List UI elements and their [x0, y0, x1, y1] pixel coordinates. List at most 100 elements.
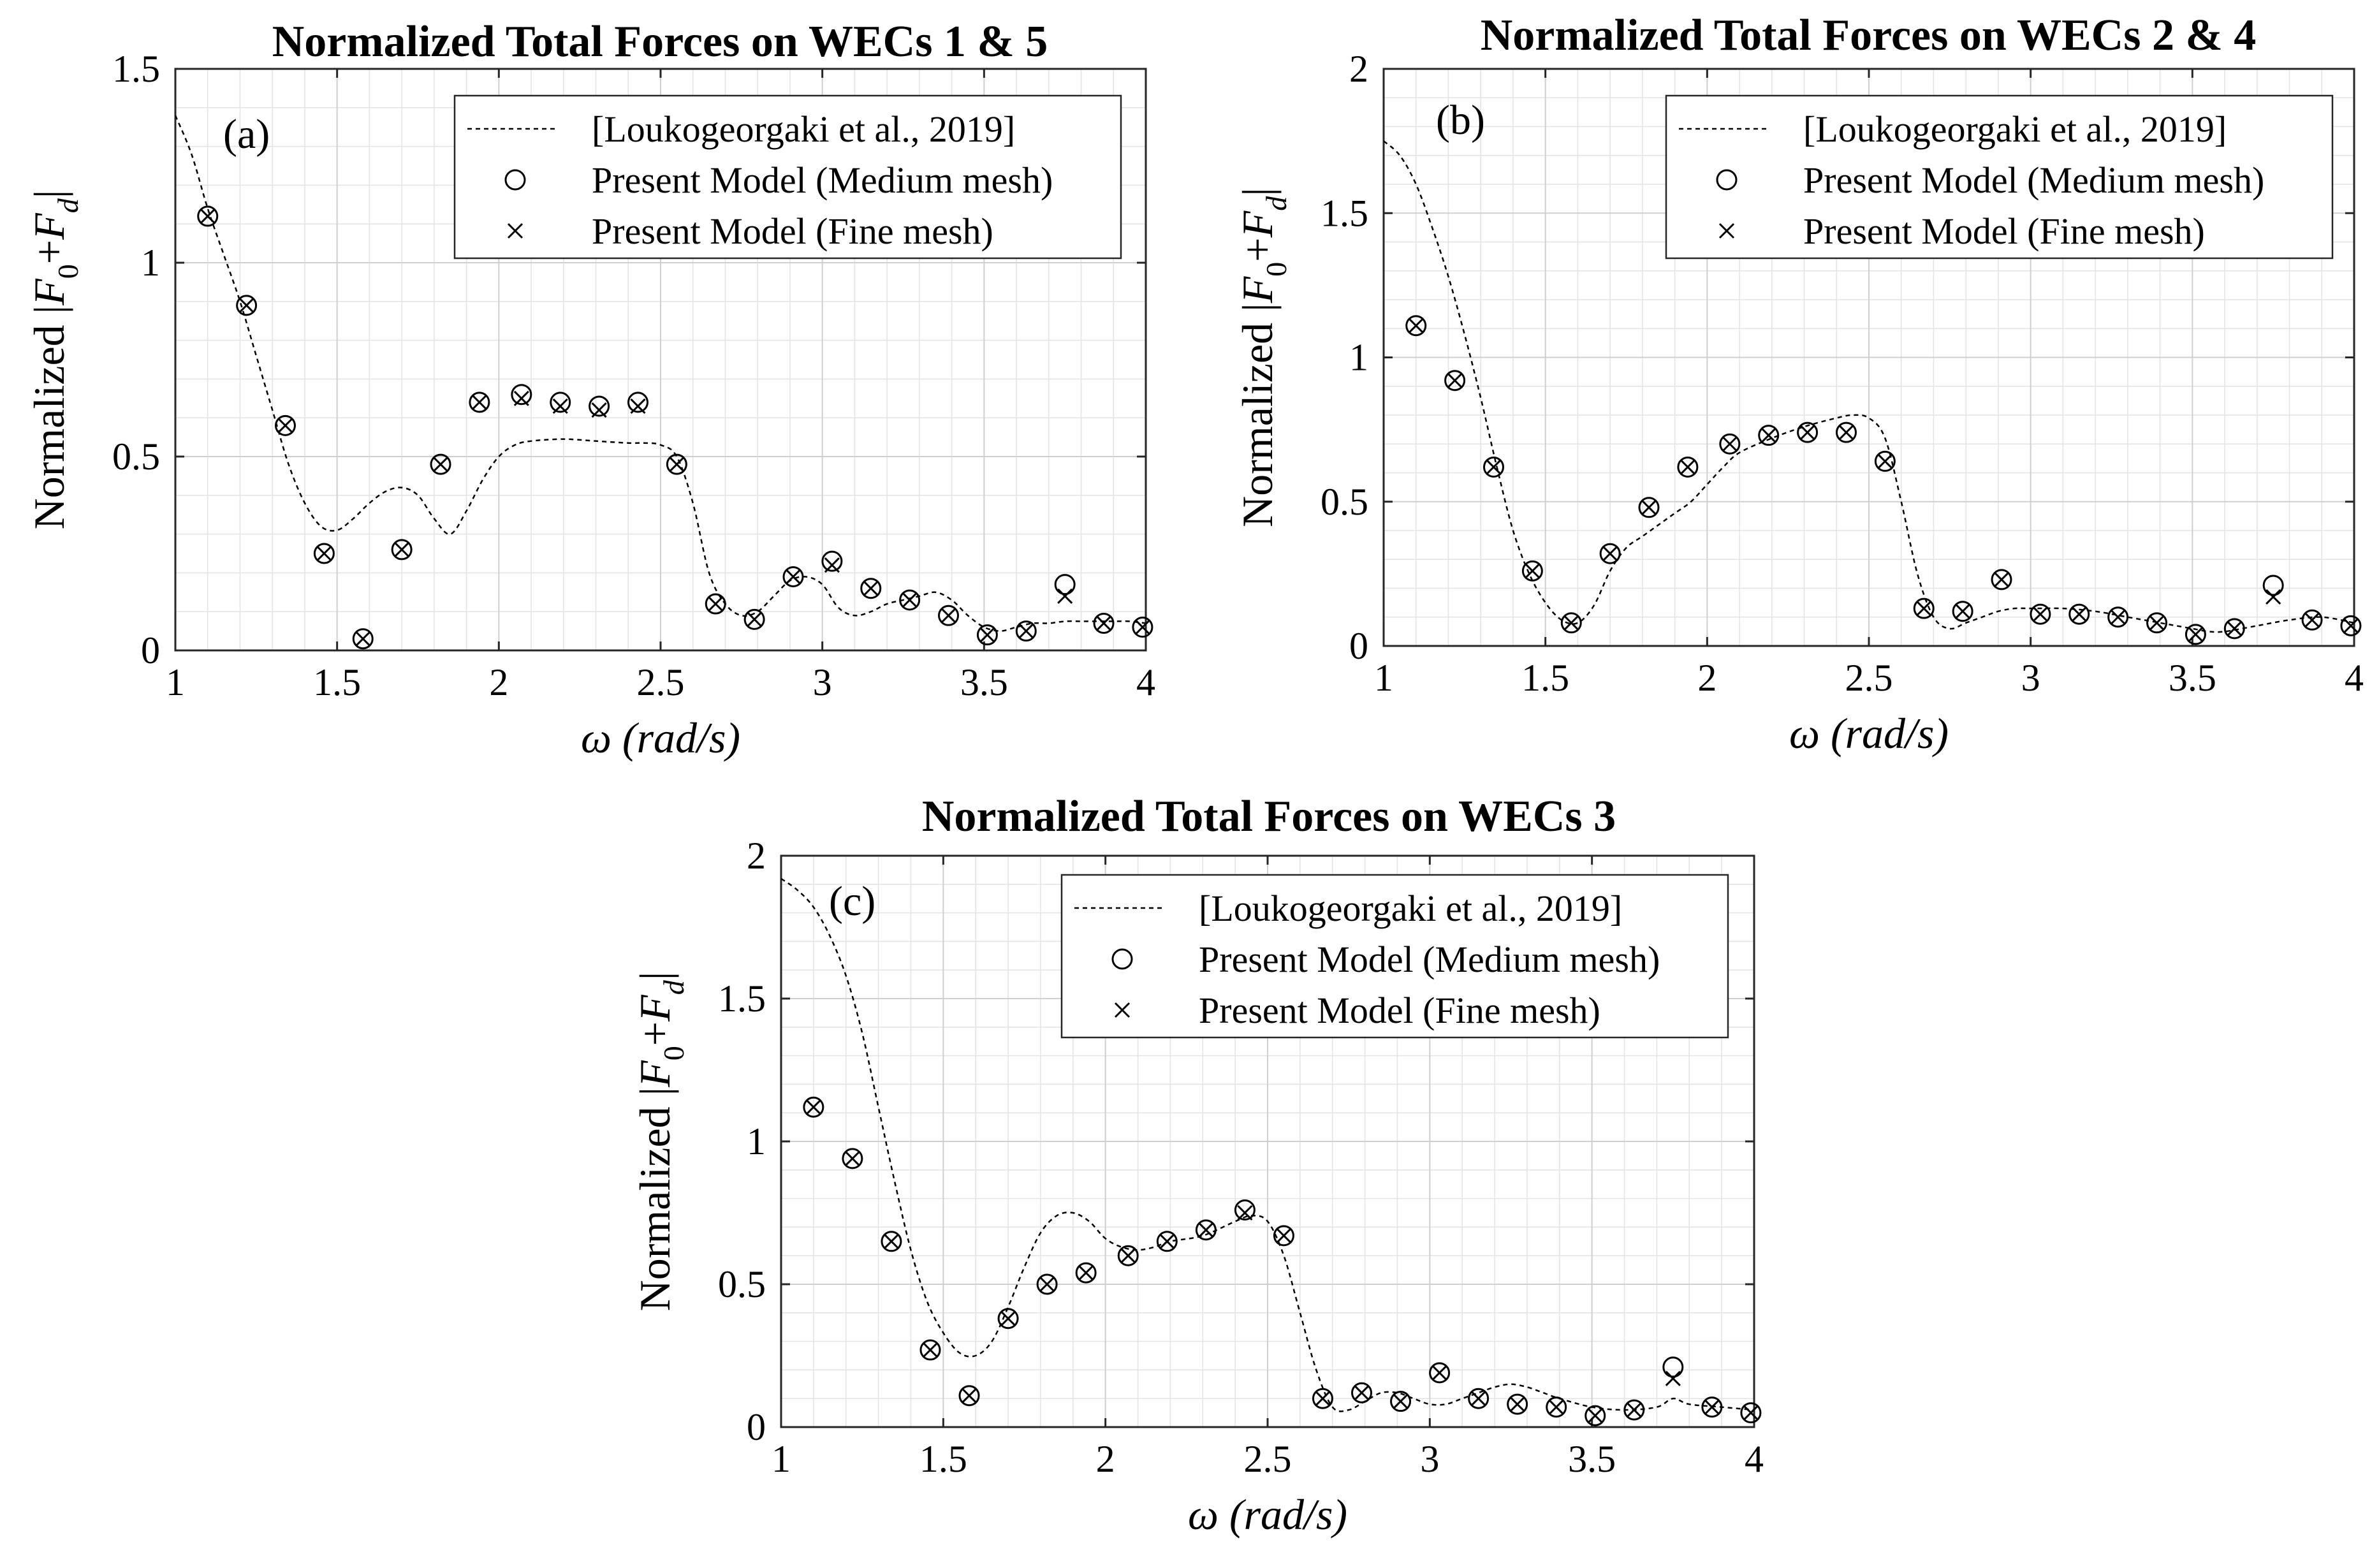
x-tick-label: 1 [772, 1438, 791, 1480]
point-medium-mesh-c [1468, 1388, 1490, 1409]
point-medium-mesh-c [1117, 1245, 1139, 1266]
panel-c-chart: 1 1.5 2 2.5 3 3.5 4 0 0.5 1 1.5 2 Normalized Total F… [631, 792, 1764, 1539]
point-medium-mesh-a [976, 624, 998, 646]
legend-b: [Loukogeorgaki et al., 2019] Present Mode… [1665, 94, 2334, 260]
point-medium-mesh-c [1585, 1405, 1606, 1426]
point-fine-mesh-c [1548, 1399, 1564, 1415]
y-axis-label-plus: + [631, 1022, 679, 1046]
y-axis-label-f: F [1233, 275, 1282, 304]
x-tick-label: 4 [2345, 657, 2364, 699]
legend-a: [Loukogeorgaki et al., 2019] Present Mode… [453, 94, 1122, 260]
point-medium-mesh-b [1405, 315, 1427, 337]
y-tick-label: 1 [747, 1120, 766, 1162]
point-fine-mesh-c [961, 1388, 977, 1403]
y-tick-label: 1.5 [1321, 192, 1368, 234]
y-tick-label: 0 [747, 1406, 766, 1448]
point-fine-mesh-a [200, 208, 216, 224]
point-fine-mesh-a [1134, 619, 1150, 635]
x-tick-label: 1 [166, 661, 185, 703]
point-fine-mesh-c [1509, 1396, 1525, 1412]
point-medium-mesh-a [705, 593, 726, 615]
point-fine-mesh-a [471, 394, 487, 410]
point-fine-mesh-c [1120, 1248, 1136, 1264]
point-fine-mesh-c [1237, 1205, 1253, 1221]
y-tick-label: 1 [141, 242, 160, 284]
point-medium-mesh-c [1740, 1402, 1762, 1424]
point-medium-mesh-c [1312, 1388, 1333, 1409]
x-tick-label: 1.5 [919, 1438, 967, 1480]
point-fine-mesh-a [394, 541, 410, 557]
y-axis-label-subd: d [52, 198, 84, 213]
panel-b-chart: 1 1.5 2 2.5 3 3.5 4 0 0.5 1 1.5 2 Normalized Total F… [1233, 11, 2364, 758]
y-axis-label-bar: | [631, 1087, 679, 1096]
point-medium-mesh-b [2340, 615, 2362, 636]
point-medium-mesh-b [2185, 624, 2206, 645]
point-fine-mesh-c [1626, 1402, 1642, 1418]
point-medium-mesh-c [1429, 1362, 1451, 1384]
point-medium-mesh-b [1719, 433, 1741, 455]
point-fine-mesh-a [316, 545, 332, 562]
point-medium-mesh-c [1701, 1396, 1723, 1418]
chart-title-c: Normalized Total Forces on WECs 3 [922, 792, 1616, 841]
x-tick-label: 3 [2021, 657, 2040, 699]
x-tick-label: 3.5 [2169, 657, 2216, 699]
panel-a-chart: 1 1.5 2 2.5 3 3.5 4 0 0.5 1 1.5 Normalized Total Fo… [25, 17, 1155, 762]
legend-circle-swatch [504, 169, 526, 191]
point-fine-mesh-b [1877, 453, 1893, 469]
point-fine-mesh-c [1276, 1227, 1292, 1243]
x-axis-label-a: ω (rad/s) [581, 714, 740, 762]
x-tick-label: 2 [489, 661, 508, 703]
y-tick-label: 0.5 [718, 1263, 766, 1305]
point-medium-mesh-c [1273, 1225, 1294, 1247]
y-axis-label-plus: + [1233, 237, 1282, 261]
point-fine-mesh-b [2266, 589, 2281, 605]
point-medium-mesh-b [1758, 425, 1780, 446]
legend-label: Present Model (Medium mesh) [1803, 159, 2264, 201]
legend-cross-swatch [507, 223, 523, 239]
legend-label: [Loukogeorgaki et al., 2019] [1199, 888, 1622, 929]
y-tick-label: 1.5 [718, 978, 766, 1020]
point-fine-mesh-a [1018, 623, 1034, 639]
point-medium-mesh-b [1913, 597, 1935, 619]
legend-label: Present Model (Fine mesh) [1803, 210, 2205, 252]
y-axis-label-bar: | [631, 972, 679, 981]
point-medium-mesh-a [352, 628, 374, 650]
y-tick-label: 1 [1349, 337, 1368, 379]
x-axis-label-b: ω (rad/s) [1789, 709, 1949, 758]
y-axis-label-f: F [631, 994, 679, 1022]
point-fine-mesh-b [1760, 427, 1776, 443]
legend-label: Present Model (Fine mesh) [1199, 990, 1600, 1031]
legend-label: [Loukogeorgaki et al., 2019] [1803, 108, 2227, 150]
x-axis-label-symbol: ω [1188, 1490, 1219, 1539]
point-medium-mesh-c [1195, 1219, 1217, 1241]
point-medium-mesh-a [313, 543, 335, 564]
point-fine-mesh-c [883, 1233, 900, 1249]
point-fine-mesh-c [1470, 1391, 1486, 1407]
point-fine-mesh-a [941, 608, 956, 624]
point-medium-mesh-a [430, 453, 451, 475]
x-axis-label-c: ω (rad/s) [1188, 1490, 1347, 1539]
point-medium-mesh-a [1132, 617, 1153, 638]
point-fine-mesh-b [1447, 372, 1463, 388]
point-fine-mesh-a [238, 297, 254, 313]
point-fine-mesh-a [824, 557, 840, 573]
x-tick-label: 3.5 [960, 661, 1008, 703]
point-medium-mesh-a [391, 539, 413, 561]
point-fine-mesh-b [2071, 606, 2087, 622]
y-axis-label-subd: d [657, 979, 690, 995]
point-medium-mesh-b [1797, 421, 1819, 443]
point-fine-mesh-a [785, 569, 802, 585]
x-tick-label: 1 [1374, 657, 1393, 699]
point-fine-mesh-b [2304, 612, 2320, 628]
point-fine-mesh-c [1039, 1276, 1055, 1293]
panel-letter-c: (c) [829, 878, 875, 925]
y-tick-label: 1.5 [112, 48, 160, 90]
point-medium-mesh-a [627, 392, 648, 413]
point-fine-mesh-b [1955, 603, 1971, 619]
x-tick-label: 2.5 [637, 661, 685, 703]
legend-box [1060, 874, 1729, 1039]
point-medium-mesh-a [666, 453, 687, 475]
point-medium-mesh-b [2030, 603, 2051, 625]
point-medium-mesh-b [1874, 450, 1896, 472]
point-fine-mesh-c [805, 1099, 821, 1115]
